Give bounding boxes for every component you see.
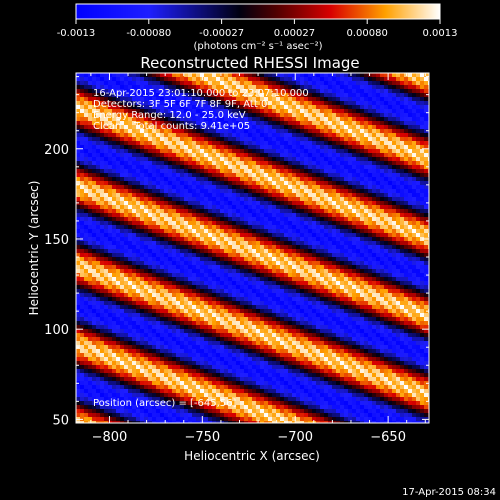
x-tick-label: −750 [184,430,220,445]
annotation-energy-range: Energy Range: 12.0 - 25.0 keV [93,110,246,121]
x-tick-label: −800 [92,430,128,445]
annotation-time-range: 16-Apr-2015 23:01:10.000 to 23:07:10.000 [93,88,309,99]
y-tick-label: 100 [44,323,69,338]
x-axis-label: Heliocentric X (arcsec) [184,449,320,463]
colorbar-unit-label: (photons cm⁻² s⁻¹ asec⁻²) [193,41,322,52]
colorbar-tick-label: 0.0013 [423,28,458,39]
colorbar-tick-label: 0.00080 [347,28,388,39]
x-tick-label: −700 [277,430,313,445]
x-tick-label: −650 [370,430,406,445]
colorbar-ticks: -0.0013 -0.00080 -0.00027 0.00027 0.00080 0.0… [57,19,458,39]
y-tick-label: 200 [44,143,69,158]
colorbar-tick-label: -0.00027 [199,28,244,39]
plot-frame [75,72,430,424]
colorbar-tick-label: -0.00080 [126,28,171,39]
y-tick-label: 50 [52,413,69,428]
annotation-position: Position (arcsec) = [-645,56] [93,398,237,409]
colorbar-tick-label: -0.0013 [57,28,96,39]
annotation-detectors: Detectors: 3F 5F 6F 7F 8F 9F, Att 0 [93,99,268,110]
y-tick-label: 150 [44,233,69,248]
timestamp: 17-Apr-2015 08:34 [402,487,496,498]
heatmap-image [76,73,429,423]
colorbar-tick-label: 0.00027 [274,28,315,39]
colorbar [75,3,441,20]
annotation-clean-counts: Clean Total counts: 9.41e+05 [93,121,251,132]
axis-ticks: −800 −750 −700 −650 50 100 150 200 [44,73,429,445]
chart-title: Reconstructed RHESSI Image [140,54,359,72]
y-axis-label: Heliocentric Y (arcsec) [27,181,41,316]
